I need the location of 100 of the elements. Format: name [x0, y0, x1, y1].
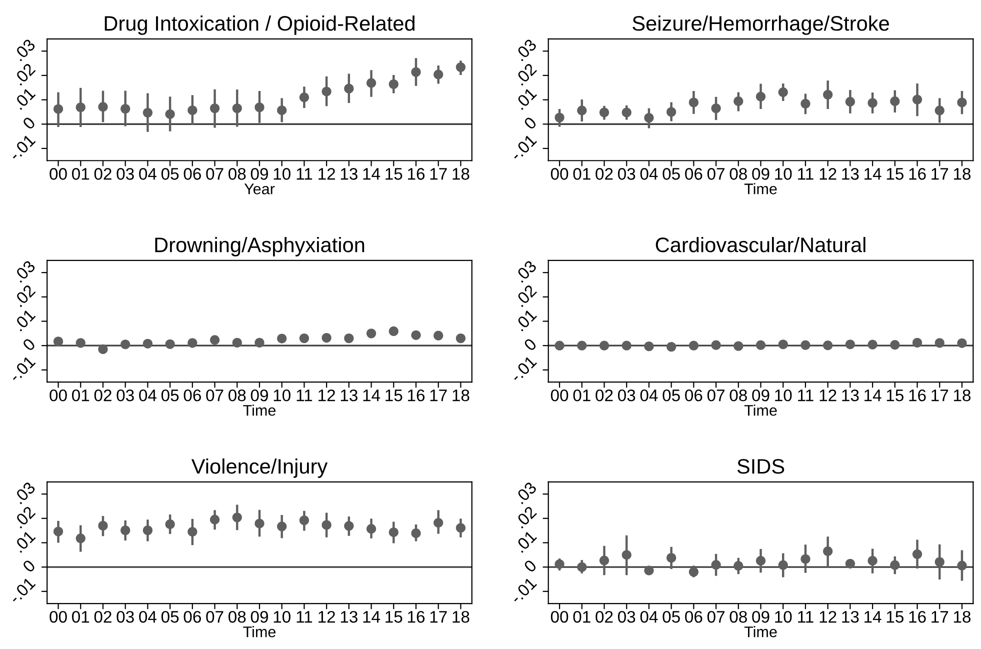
point: [344, 84, 354, 94]
y-tick-label: -.01: [510, 134, 538, 162]
x-tick-label: 11: [798, 611, 814, 623]
point: [188, 338, 198, 348]
point: [845, 96, 855, 107]
x-tick-label: 13: [340, 610, 358, 623]
point: [299, 516, 310, 526]
y-tick-label: .01: [12, 530, 36, 554]
x-tick-label: 12: [318, 389, 335, 402]
y-tick-label: .02: [12, 506, 36, 529]
x-tick-label: 15: [386, 611, 402, 623]
point: [434, 330, 444, 340]
x-tick-label: 11: [798, 390, 814, 402]
x-axis-title: Time: [744, 404, 777, 416]
x-tick-label: 01: [573, 610, 590, 623]
x-tick-label: 06: [685, 168, 702, 180]
x-tick-label: 18: [452, 610, 470, 623]
x-tick-label: 01: [573, 389, 590, 402]
point: [165, 109, 175, 119]
x-tick-label: 18: [954, 168, 971, 180]
point: [778, 560, 788, 570]
point: [322, 86, 332, 96]
chart-title: Seizure/Hemorrhage/Stroke: [632, 16, 889, 35]
point: [711, 560, 721, 570]
point: [554, 559, 564, 569]
x-tick-label: 17: [430, 168, 447, 180]
point: [778, 87, 788, 98]
y-tick-label: .01: [12, 308, 36, 332]
point: [456, 523, 466, 533]
x-tick-label: 17: [430, 611, 447, 623]
x-axis-title: Time: [744, 183, 777, 194]
x-tick-label: 07: [206, 610, 224, 623]
y-tick-label: .03: [514, 38, 538, 62]
x-tick-label: 16: [408, 389, 425, 402]
y-tick-label: 0: [22, 559, 36, 574]
point: [388, 79, 398, 90]
x-tick-label: 08: [228, 610, 246, 623]
point: [277, 105, 287, 116]
x-tick-label: 14: [363, 390, 380, 402]
point: [934, 106, 944, 116]
y-tick-label: .03: [514, 481, 538, 504]
y-tick-label: -.01: [8, 134, 36, 162]
chart-title: Violence/Injury: [191, 458, 328, 478]
x-tick-label: 07: [707, 610, 724, 623]
point: [232, 338, 242, 348]
point: [120, 104, 130, 114]
x-tick-label: 05: [662, 610, 680, 623]
point: [434, 70, 444, 80]
x-tick-label: 01: [72, 168, 90, 180]
x-tick-label: 09: [250, 168, 268, 180]
y-tick-label: -.01: [8, 576, 36, 604]
point: [688, 98, 698, 108]
chart-title: Cardiovascular/Natural: [656, 236, 866, 252]
point: [210, 103, 220, 114]
point: [53, 104, 64, 114]
point: [165, 519, 175, 530]
x-tick-label: 04: [640, 168, 658, 180]
y-tick-label: .03: [12, 481, 36, 504]
x-tick-label: 14: [864, 390, 882, 402]
point: [120, 526, 130, 536]
y-tick-label: -.01: [510, 576, 538, 604]
x-tick-label: 10: [274, 168, 290, 180]
x-tick-label: 15: [386, 168, 402, 180]
x-tick-label: 12: [318, 610, 335, 623]
point: [254, 518, 264, 528]
x-tick-label: 08: [730, 389, 747, 402]
y-tick-label: 0: [523, 116, 538, 130]
x-tick-label: 14: [864, 168, 882, 180]
point: [845, 558, 855, 568]
x-tick-label: 18: [452, 389, 470, 402]
y-tick-label: .01: [514, 86, 538, 110]
point: [53, 526, 64, 536]
point: [322, 520, 332, 530]
x-tick-label: 10: [274, 610, 290, 623]
point: [142, 108, 153, 118]
point: [98, 344, 108, 354]
x-tick-label: 06: [184, 389, 201, 402]
x-tick-label: 07: [707, 168, 724, 180]
x-tick-label: 15: [886, 390, 904, 402]
x-tick-label: 03: [618, 389, 636, 402]
x-tick-label: 02: [94, 610, 112, 623]
x-tick-label: 18: [452, 168, 470, 180]
x-tick-label: 04: [139, 168, 156, 180]
point: [120, 340, 130, 350]
point: [734, 96, 744, 106]
x-tick-label: 11: [296, 390, 312, 402]
y-tick-label: -.01: [8, 355, 36, 383]
x-tick-label: 10: [775, 610, 792, 623]
x-tick-label: 01: [72, 610, 90, 623]
point: [299, 333, 310, 344]
x-tick-label: 15: [386, 390, 402, 402]
point: [577, 562, 587, 572]
x-axis-title: Time: [744, 626, 777, 638]
chart-title: Drowning/Asphyxiation: [155, 236, 364, 256]
point: [188, 526, 198, 537]
y-tick-label: 0: [22, 338, 36, 352]
x-tick-label: 08: [228, 168, 246, 180]
y-tick-label: 0: [523, 338, 538, 352]
x-tick-label: 10: [274, 389, 290, 402]
x-tick-label: 03: [618, 168, 636, 180]
